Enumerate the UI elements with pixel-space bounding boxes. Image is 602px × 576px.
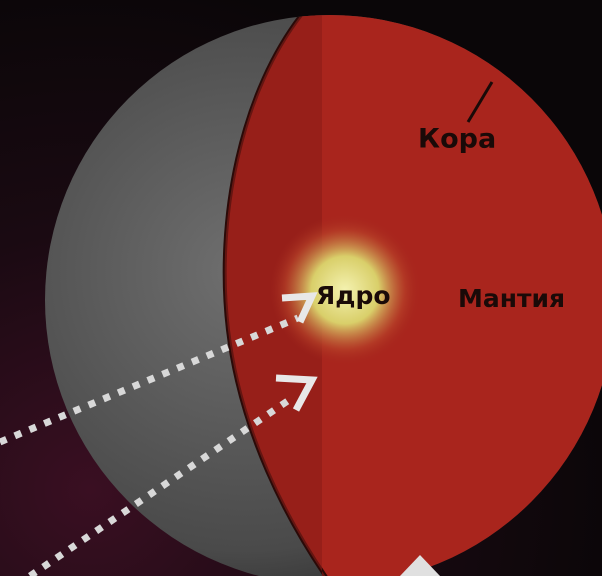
dotted-path (0, 314, 300, 446)
dotted-path (28, 395, 294, 576)
core-glow (270, 215, 420, 365)
cut-section (222, 15, 602, 576)
arrow-head (400, 555, 440, 576)
arrow-head (275, 374, 318, 412)
arrow-head (281, 292, 318, 324)
crust-label: Кора (418, 124, 496, 155)
core-label: Ядро (316, 281, 391, 310)
crust-pointer (466, 81, 494, 123)
mantle-label: Мантия (458, 284, 565, 313)
